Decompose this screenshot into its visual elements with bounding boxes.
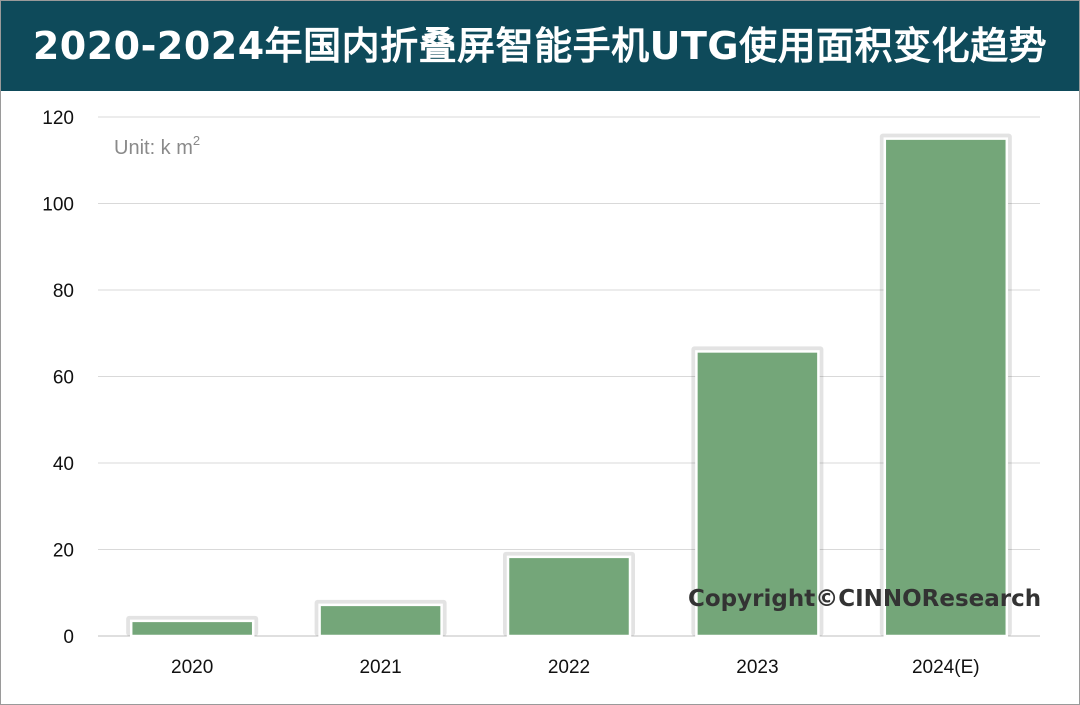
y-tick-label: 40 bbox=[53, 454, 74, 475]
bars bbox=[126, 133, 1012, 638]
bar-2023 bbox=[695, 350, 820, 638]
title-bar: 2020-2024年国内折叠屏智能手机UTG使用面积变化趋势 bbox=[1, 1, 1079, 91]
bar-2020 bbox=[129, 619, 255, 638]
gridlines bbox=[98, 116, 1040, 637]
x-axis-ticks: 2020 2021 2022 2023 2024(E) bbox=[171, 657, 980, 678]
copyright-text: Copyright©CINNOResearch bbox=[688, 586, 1041, 612]
y-tick-label: 20 bbox=[53, 541, 74, 562]
bar-2021 bbox=[318, 603, 443, 638]
bar-2024(E) bbox=[883, 137, 1009, 638]
y-tick-label: 120 bbox=[42, 108, 74, 129]
y-tick-label: 0 bbox=[63, 627, 74, 648]
unit-label: Unit: k m2 bbox=[114, 133, 200, 159]
bar-2022 bbox=[506, 555, 632, 638]
y-tick-label: 80 bbox=[53, 281, 74, 302]
x-tick-label: 2022 bbox=[548, 657, 590, 678]
x-tick-label: 2024(E) bbox=[912, 657, 980, 678]
unit-superscript: 2 bbox=[193, 133, 200, 148]
x-tick-label: 2020 bbox=[171, 657, 213, 678]
x-tick-label: 2023 bbox=[736, 657, 778, 678]
y-axis-ticks: 0 20 40 60 80 100 120 bbox=[42, 108, 74, 648]
y-tick-label: 100 bbox=[42, 195, 74, 216]
x-tick-label: 2021 bbox=[359, 657, 401, 678]
y-tick-label: 60 bbox=[53, 368, 74, 389]
chart-title: 2020-2024年国内折叠屏智能手机UTG使用面积变化趋势 bbox=[32, 24, 1048, 68]
